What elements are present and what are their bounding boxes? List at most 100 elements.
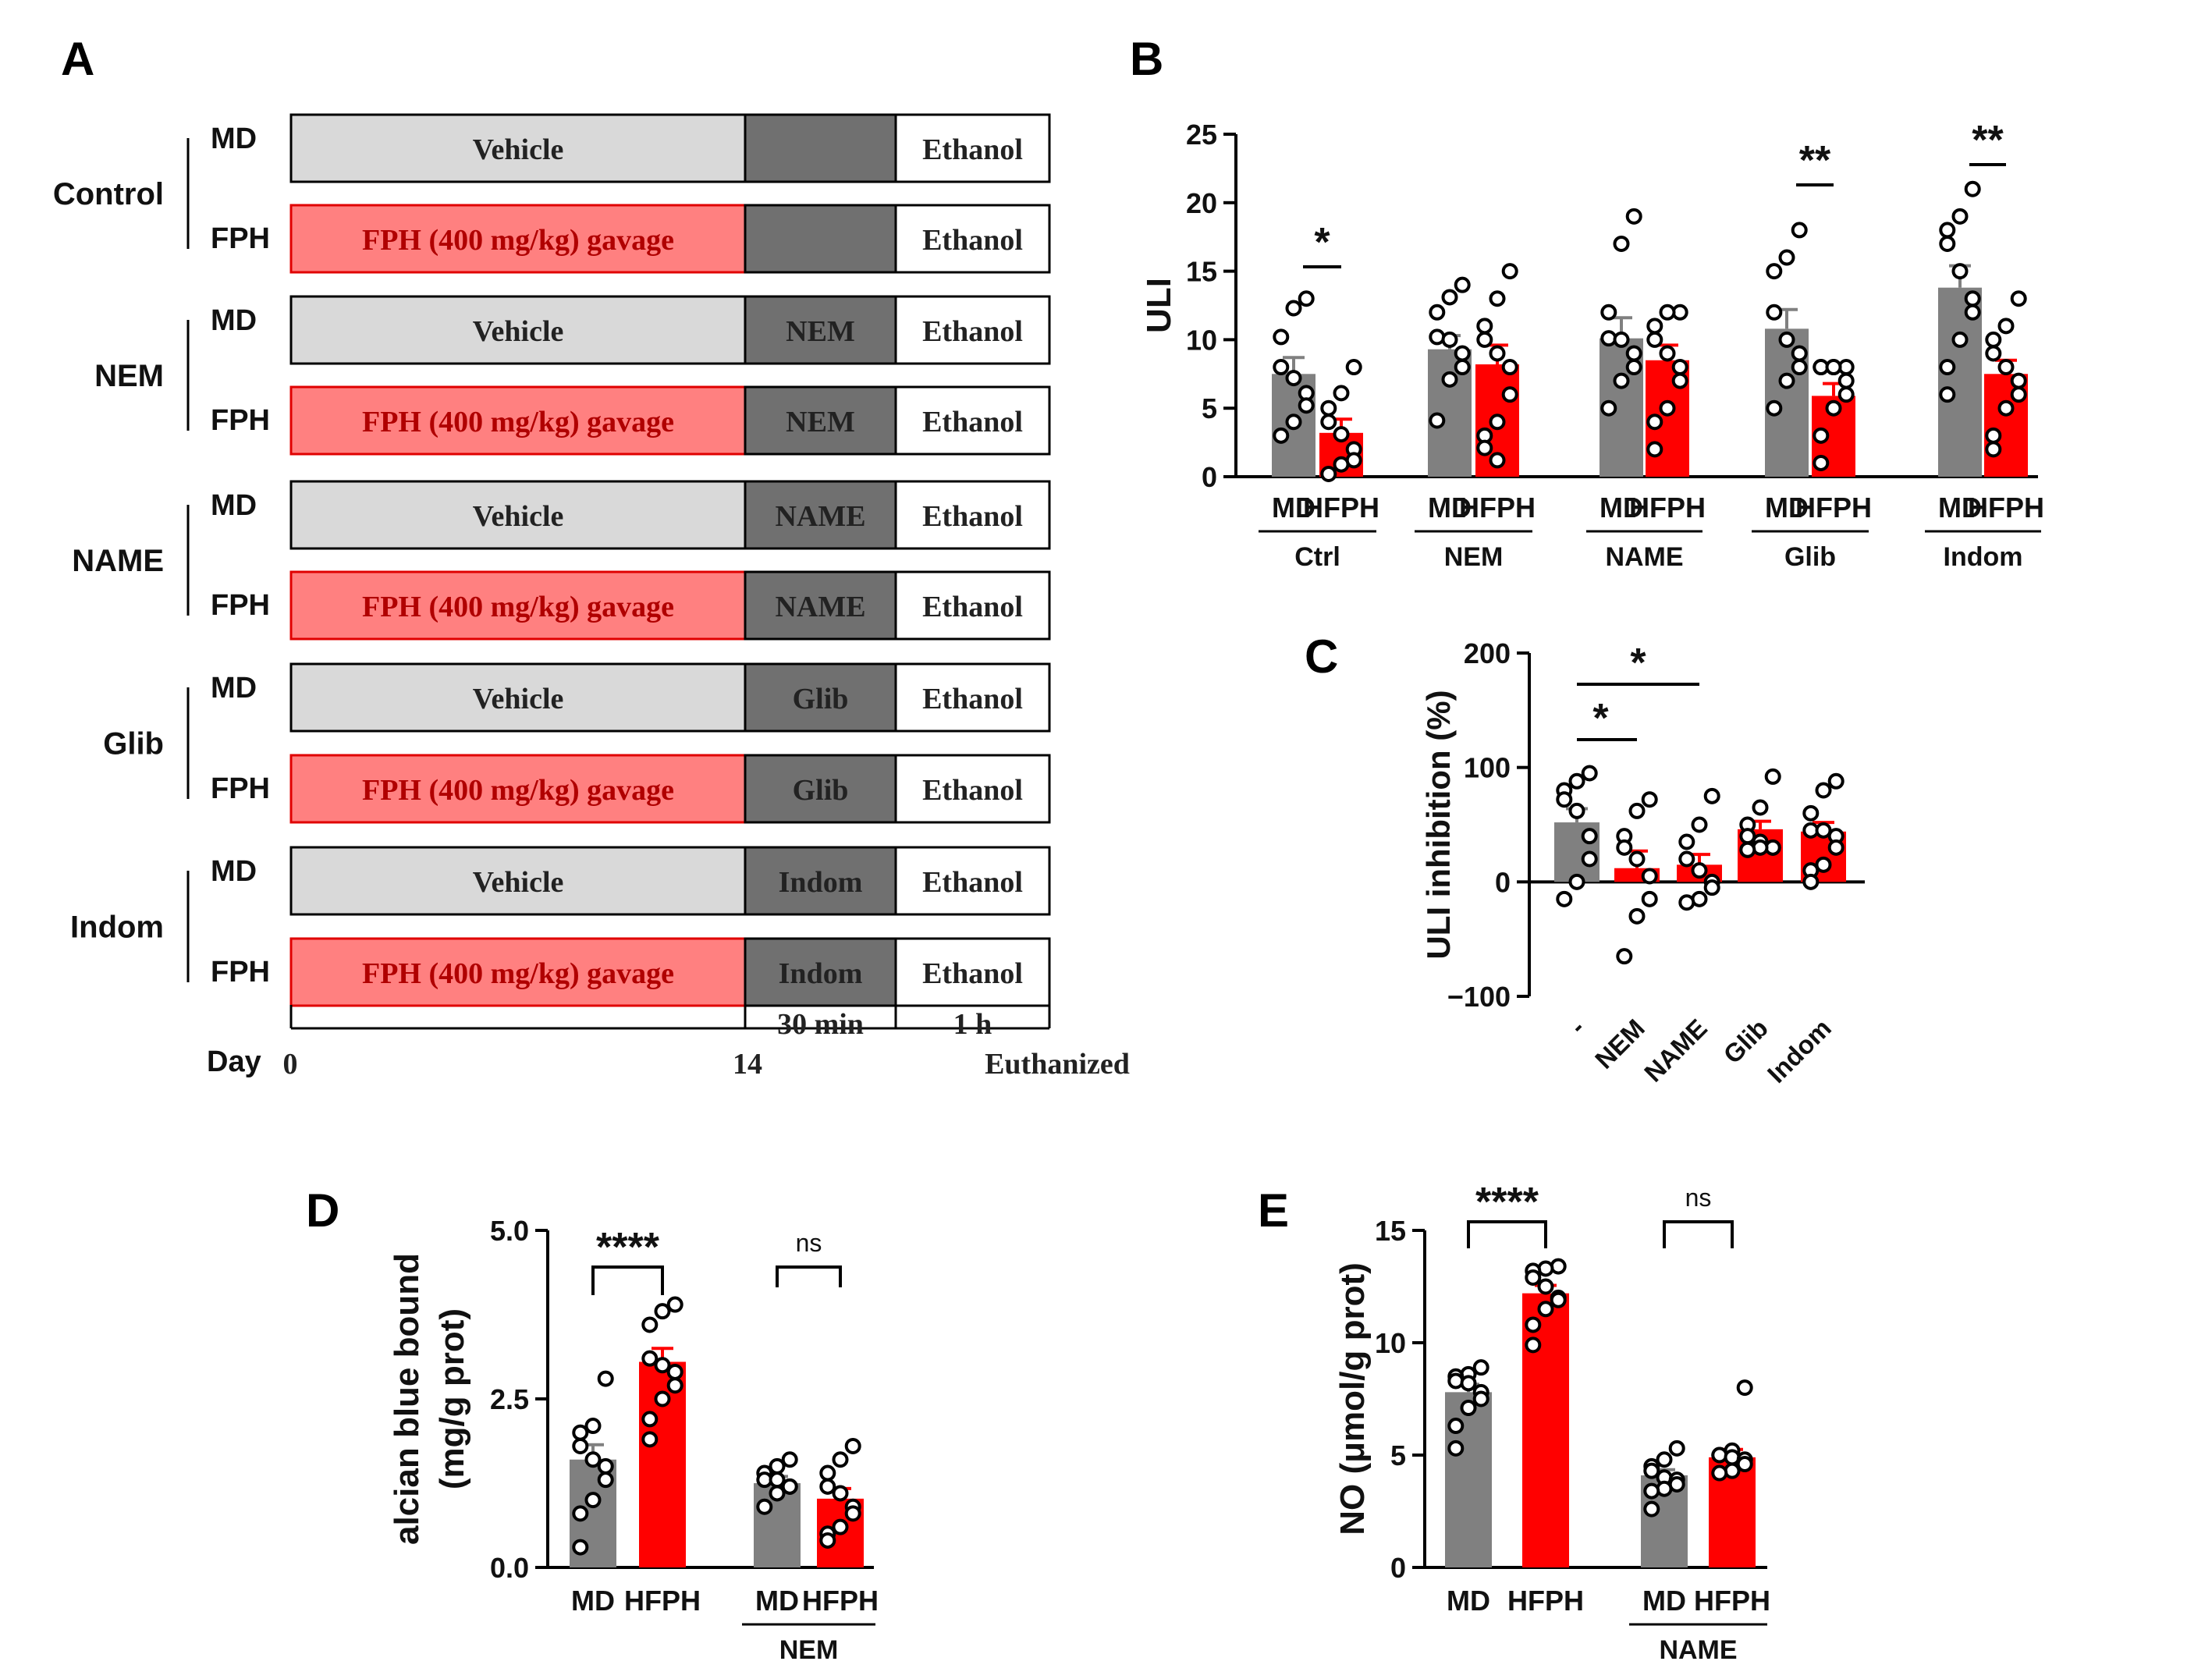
data-point — [1827, 772, 1845, 790]
ethanol-label: Ethanol — [922, 774, 1023, 807]
data-point — [1333, 426, 1350, 443]
drug-box — [744, 754, 897, 824]
data-point — [1581, 828, 1598, 845]
data-point — [1429, 303, 1446, 321]
data-point — [1525, 1269, 1542, 1286]
ethanol-box — [894, 385, 1051, 456]
data-point — [1273, 427, 1290, 444]
data-point — [1766, 303, 1783, 321]
data-point — [1985, 441, 2002, 458]
drug-box — [744, 662, 897, 733]
drug-box — [744, 570, 897, 641]
y-tick-label: 10 — [1375, 1327, 1406, 1359]
x-tick-label: MD — [571, 1585, 615, 1617]
data-point — [1447, 1439, 1465, 1457]
data-point — [1825, 359, 1842, 376]
data-point — [2010, 386, 2027, 403]
data-point — [1568, 802, 1585, 819]
data-point — [1646, 318, 1663, 335]
data-point — [769, 1471, 786, 1489]
timeline-euthanized: Euthanized — [985, 1048, 1130, 1081]
ethanol-label: Ethanol — [922, 406, 1023, 438]
ethanol-box — [894, 754, 1051, 824]
drug-label: Glib — [793, 774, 849, 807]
x-tick-label: HFPH — [1303, 492, 1379, 524]
comparison-label: **** — [1475, 1180, 1539, 1225]
y-tick-label: 0 — [1390, 1552, 1406, 1584]
x-tick-label: MD — [1765, 492, 1809, 524]
data-point — [1489, 290, 1506, 307]
data-point — [1625, 359, 1642, 376]
significance-label: ** — [1972, 118, 2004, 163]
data-point — [1724, 1449, 1741, 1466]
pretreatment-label: FPH (400 mg/kg) gavage — [362, 591, 674, 623]
data-point — [769, 1485, 786, 1502]
timeline-day-14: 14 — [733, 1048, 762, 1081]
data-point — [1333, 456, 1350, 473]
data-point — [1939, 235, 1956, 252]
data-point — [1641, 890, 1658, 907]
data-point — [1703, 787, 1720, 804]
data-point — [1489, 414, 1506, 431]
group-label: Indom — [1944, 542, 2023, 572]
comparison-bracket — [591, 1265, 664, 1295]
drug-label: NAME — [775, 591, 865, 623]
data-point — [756, 1498, 773, 1515]
data-point — [1568, 873, 1585, 890]
data-point — [597, 1471, 614, 1489]
data-point — [1711, 1446, 1728, 1464]
data-point — [1766, 263, 1783, 280]
y-tick-label: 5 — [1390, 1439, 1406, 1471]
data-point — [832, 1518, 849, 1535]
x-tick-label: HFPH — [1629, 492, 1706, 524]
panel-a-letter: A — [61, 33, 94, 85]
ethanol-label: Ethanol — [922, 591, 1023, 623]
data-point — [1951, 208, 1969, 225]
data-point — [1985, 345, 2002, 362]
data-point — [1460, 1375, 1477, 1392]
data-point — [1441, 331, 1458, 348]
data-point — [1764, 768, 1781, 785]
x-tick-label: MD — [755, 1585, 799, 1617]
y-tick-label: 0 — [1202, 461, 1217, 493]
timeline-day-label: Day — [207, 1045, 261, 1078]
comparison-label: ns — [1685, 1184, 1712, 1212]
data-point — [1628, 802, 1646, 819]
data-point — [769, 1457, 786, 1475]
data-point — [1537, 1260, 1554, 1277]
data-point — [1724, 1462, 1741, 1479]
y-axis-label: (mg/g prot) — [433, 1308, 471, 1489]
group-label: NAME — [1605, 542, 1683, 572]
data-point — [1643, 1500, 1660, 1517]
data-point — [572, 1437, 589, 1454]
data-point — [1939, 222, 1956, 239]
ethanol-label: Ethanol — [922, 683, 1023, 715]
data-point — [1641, 791, 1658, 808]
data-point — [1939, 386, 1956, 403]
row-label: MD — [211, 672, 257, 705]
data-point — [1616, 948, 1633, 965]
data-point — [641, 1411, 659, 1428]
data-point — [1613, 372, 1630, 389]
ethanol-box — [894, 937, 1051, 1007]
y-axis-label: ULI — [1140, 278, 1178, 333]
data-point — [1556, 791, 1573, 808]
data-point — [641, 1350, 659, 1367]
data-point — [1951, 263, 1969, 280]
data-point — [1568, 772, 1585, 790]
data-point — [1454, 359, 1471, 376]
data-point — [1581, 765, 1598, 782]
drug-box — [744, 204, 897, 274]
x-tick-label: HFPH — [1795, 492, 1872, 524]
data-point — [1739, 841, 1756, 858]
data-point — [1659, 399, 1676, 417]
group-label: NEM — [94, 359, 164, 393]
pretreatment-box — [289, 937, 747, 1007]
data-point — [1273, 359, 1290, 376]
data-point — [1447, 1372, 1465, 1390]
data-point — [1298, 290, 1315, 307]
data-point — [844, 1505, 861, 1522]
data-point — [1985, 427, 2002, 444]
pretreatment-label: FPH (400 mg/kg) gavage — [362, 406, 674, 438]
data-point — [1613, 331, 1630, 348]
